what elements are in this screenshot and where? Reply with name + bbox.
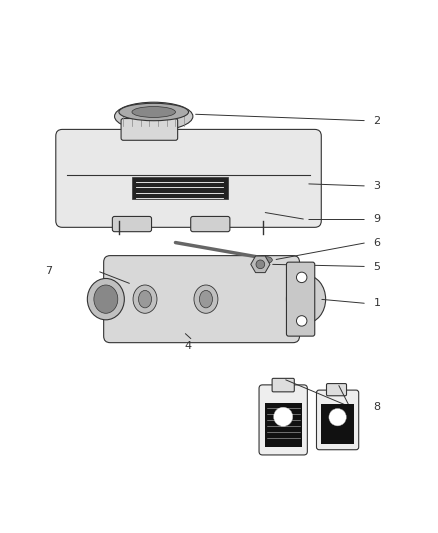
FancyBboxPatch shape bbox=[321, 405, 354, 443]
Ellipse shape bbox=[119, 103, 188, 120]
FancyBboxPatch shape bbox=[272, 378, 294, 392]
FancyBboxPatch shape bbox=[326, 384, 346, 396]
FancyBboxPatch shape bbox=[286, 262, 315, 336]
Text: 4: 4 bbox=[184, 341, 191, 351]
Ellipse shape bbox=[286, 275, 325, 323]
FancyBboxPatch shape bbox=[56, 130, 321, 228]
FancyBboxPatch shape bbox=[121, 118, 178, 140]
Text: 2: 2 bbox=[374, 116, 381, 126]
FancyBboxPatch shape bbox=[191, 216, 230, 232]
Text: 6: 6 bbox=[374, 238, 381, 247]
Circle shape bbox=[274, 407, 293, 426]
FancyBboxPatch shape bbox=[132, 177, 228, 199]
Text: 1: 1 bbox=[374, 298, 381, 309]
Text: 5: 5 bbox=[374, 262, 381, 271]
Ellipse shape bbox=[133, 285, 157, 313]
Ellipse shape bbox=[115, 102, 193, 131]
Text: 9: 9 bbox=[374, 214, 381, 224]
Ellipse shape bbox=[199, 290, 212, 308]
Ellipse shape bbox=[87, 278, 124, 320]
Text: 3: 3 bbox=[374, 181, 381, 191]
Ellipse shape bbox=[261, 257, 272, 263]
Circle shape bbox=[256, 260, 265, 269]
Ellipse shape bbox=[132, 107, 176, 117]
FancyBboxPatch shape bbox=[259, 385, 307, 455]
Text: 8: 8 bbox=[374, 402, 381, 411]
Circle shape bbox=[329, 408, 346, 426]
FancyBboxPatch shape bbox=[113, 216, 152, 232]
FancyBboxPatch shape bbox=[265, 403, 302, 447]
Ellipse shape bbox=[94, 285, 118, 313]
FancyBboxPatch shape bbox=[104, 256, 300, 343]
Ellipse shape bbox=[138, 290, 152, 308]
Circle shape bbox=[297, 272, 307, 282]
FancyBboxPatch shape bbox=[317, 390, 359, 450]
Ellipse shape bbox=[194, 285, 218, 313]
Circle shape bbox=[297, 316, 307, 326]
Text: 7: 7 bbox=[45, 266, 52, 276]
